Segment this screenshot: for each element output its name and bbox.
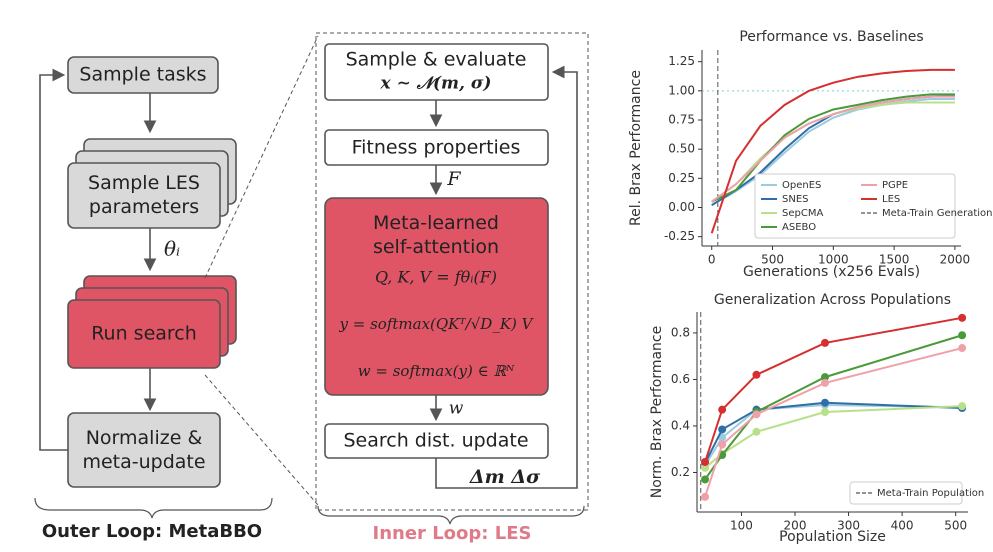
symbol: Δm Δσ [469,466,541,488]
inner-frame [315,32,589,511]
symbol: w [449,399,464,419]
y-tick-label: 0.50 [668,142,695,156]
point [958,402,967,411]
brace [317,505,585,525]
x-tick-label: 500 [944,519,967,533]
x-tick-label: 1000 [818,253,849,267]
y-tick-label: 0.75 [668,113,695,127]
symbol: θᵢ [164,237,180,261]
point [701,475,710,484]
legend-label: SNES [782,194,809,205]
legend-label: LES [882,194,900,205]
series-line [704,347,963,498]
box-sample-params [67,162,221,229]
y-tick-label: -0.25 [664,229,695,243]
y-tick-label: 0.25 [668,171,695,185]
symbol: F [446,168,461,190]
zoom-line [204,35,319,279]
chart-title: Performance vs. Baselines [739,29,923,45]
series-line [704,405,963,469]
point [701,458,710,466]
point [718,425,727,434]
x-tick-label: 100 [730,519,753,533]
point [752,427,761,436]
point [701,463,710,472]
series-line [711,98,955,207]
x-axis-label: Population Size [779,529,886,545]
point [718,440,727,449]
label: Sample LES parameters [88,172,200,218]
y-tick-label: 0.6 [671,372,690,386]
formula: x ∼ 𝒩(m, σ) [380,74,492,94]
legend-label: OpenES [782,180,821,191]
x-axis-label: Generations (x256 Evals) [743,264,920,280]
legend-label: PGPE [882,180,908,191]
point [821,378,830,387]
point [821,398,830,407]
label: Run search [91,323,197,345]
x-tick-label: 200 [784,519,807,533]
y-tick-label: 1.00 [668,83,695,97]
box-run-search [67,299,221,369]
label: Sample & evaluate [346,49,527,71]
y-tick-label: 0.00 [668,200,695,214]
legend-label: ASEBO [782,222,816,233]
caption: Inner Loop: LES [373,523,532,544]
label: Fitness properties [352,137,521,159]
label: Search dist. update [343,430,528,452]
y-tick-label: 0.2 [671,465,690,479]
loop-arrow [435,65,578,489]
x-tick-label: 1500 [879,253,910,267]
legend-label: Meta-Train Generations [882,208,993,219]
formula: y = softmax(QKᵀ/√D_K) V [339,315,535,333]
point [821,338,830,347]
point [958,331,967,340]
label: Normalize & meta-update [82,427,205,473]
formula: w = softmax(y) ∈ ℝᴺ [358,362,515,380]
legend-box [849,481,963,505]
legend-box [754,173,956,239]
point [752,410,761,419]
label: Meta-learned self-attention [373,212,499,258]
y-axis-label: Norm. Brax Performance [649,326,665,498]
brace [34,497,273,519]
y-tick-label: 1.25 [668,54,695,68]
zoom-line [204,374,319,506]
caption: Outer Loop: MetaBBO [42,521,262,542]
legend-label: SepCMA [782,208,823,219]
series-line [711,93,955,203]
point [701,492,710,501]
series-line [704,404,963,467]
y-tick-label: 0.4 [671,418,690,432]
loop-arrow [39,68,68,451]
formula: Q, K, V = fθᵢ(F) [375,268,497,287]
x-tick-label: 0 [708,253,716,267]
point [752,370,761,379]
y-axis-label: Rel. Brax Performance [628,70,644,226]
x-tick-label: 500 [761,253,784,267]
point [958,344,967,353]
point [718,405,727,414]
series-line [711,95,955,203]
chart-title: Generalization Across Populations [714,292,951,308]
box-sample-tasks [67,56,219,94]
legend-label: Meta-Train Population [877,488,984,499]
x-tick-label: 400 [891,519,914,533]
point [821,408,830,416]
label: Sample tasks [79,64,206,86]
point [958,313,967,322]
outer-loop-diagram [34,32,589,525]
x-tick-label: 2000 [940,253,971,267]
y-tick-label: 0.8 [671,325,690,339]
point [821,373,830,382]
series-line [710,68,955,234]
x-tick-label: 300 [837,519,860,533]
